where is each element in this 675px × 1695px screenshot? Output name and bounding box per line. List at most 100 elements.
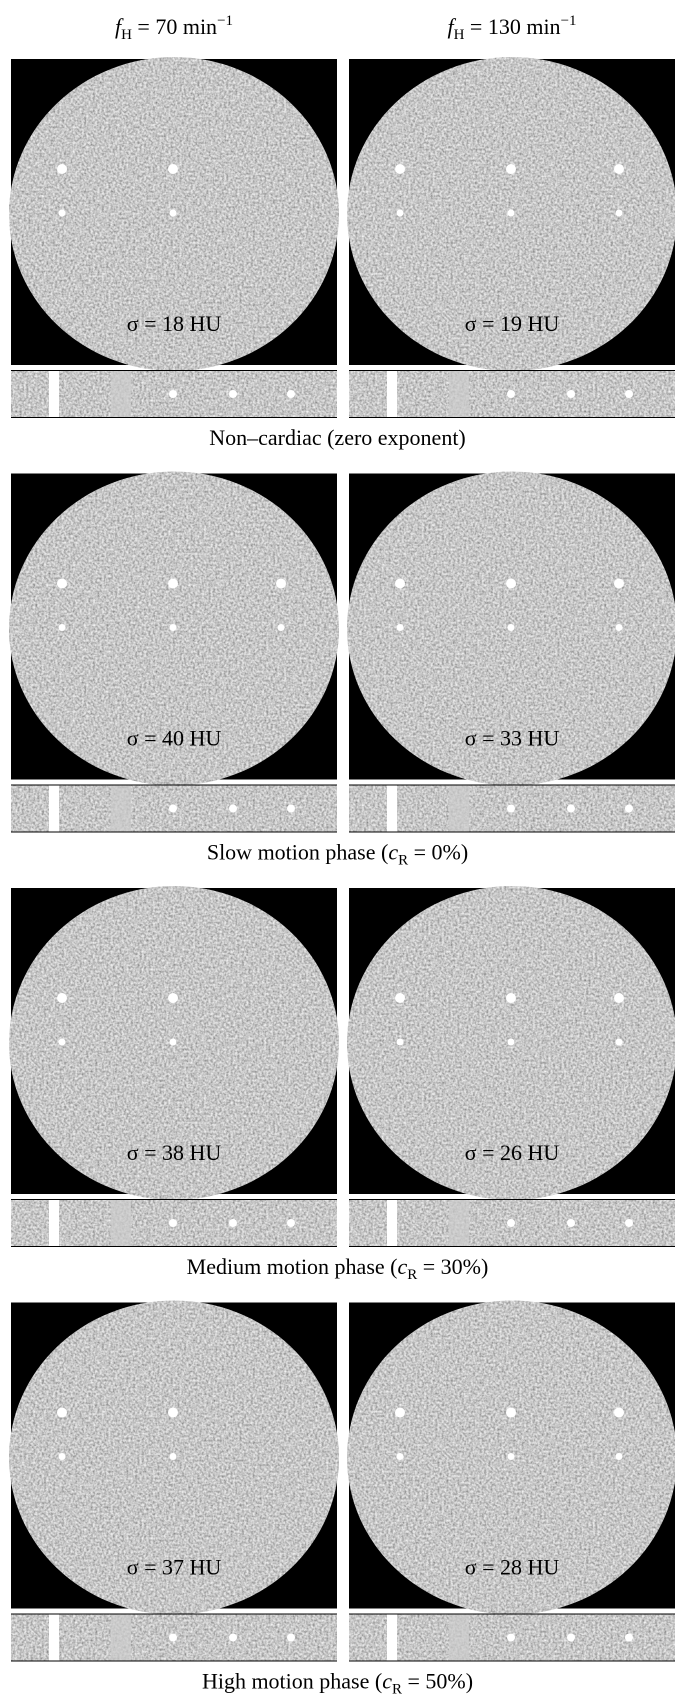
caption-sub: R <box>398 853 408 869</box>
caption-lead: Slow motion phase ( <box>207 840 389 865</box>
insert-dot <box>616 1453 623 1460</box>
noise-label: σ = 37 HU <box>127 1555 222 1580</box>
insert-dot <box>506 1408 516 1418</box>
header-text: = 70 min <box>132 14 217 39</box>
strip-bar <box>49 1615 59 1661</box>
strip-bar <box>449 1615 469 1661</box>
strip-dot <box>625 1219 633 1227</box>
strip-bar <box>449 1200 469 1246</box>
header-sup: −1 <box>217 13 233 29</box>
caption-var: c <box>382 1669 392 1694</box>
insert-dot <box>170 1039 177 1046</box>
strip-bar <box>49 786 59 832</box>
insert-dot <box>395 1408 405 1418</box>
strip-dot <box>625 805 633 813</box>
row-caption: Non–cardiac (zero exponent) <box>209 425 466 450</box>
insert-dot <box>168 579 178 589</box>
insert-dot <box>276 579 286 589</box>
insert-dot <box>506 164 516 174</box>
strip-bar <box>387 786 397 832</box>
ct-panel: σ = 18 HU <box>9 57 339 418</box>
strip-dot <box>169 1634 177 1642</box>
insert-dot <box>57 1408 67 1418</box>
header-sub: H <box>121 27 132 43</box>
ct-panel: σ = 37 HU <box>9 1301 339 1662</box>
insert-dot <box>508 1453 515 1460</box>
strip-dot <box>507 390 515 398</box>
strip-dot <box>507 1219 515 1227</box>
caption-tail: = 30%) <box>417 1254 488 1279</box>
insert-dot <box>397 1453 404 1460</box>
insert-dot <box>59 1039 66 1046</box>
header-sup: −1 <box>561 13 577 29</box>
strip-bar <box>111 1200 131 1246</box>
strip-dot <box>287 1219 295 1227</box>
ct-panel: σ = 26 HU <box>347 886 675 1247</box>
strip-bar <box>449 786 469 832</box>
ct-panel: σ = 40 HU <box>9 472 339 833</box>
column-header: fH = 130 min−1 <box>447 13 576 43</box>
noise-label: σ = 26 HU <box>465 1140 560 1165</box>
noise-label: σ = 28 HU <box>465 1555 560 1580</box>
insert-dot <box>614 1408 624 1418</box>
noise-label: σ = 19 HU <box>465 311 560 336</box>
strip-dot <box>287 1634 295 1642</box>
insert-dot <box>616 1039 623 1046</box>
strip-dot <box>625 390 633 398</box>
strip-dot <box>229 1219 237 1227</box>
noise-label: σ = 18 HU <box>127 311 222 336</box>
insert-dot <box>397 624 404 631</box>
insert-dot <box>57 993 67 1003</box>
strip-dot <box>625 1634 633 1642</box>
caption-lead: High motion phase ( <box>202 1669 382 1694</box>
caption-tail: = 0%) <box>408 840 468 865</box>
noise-label: σ = 40 HU <box>127 726 222 751</box>
insert-dot <box>395 164 405 174</box>
insert-dot <box>278 624 285 631</box>
insert-dot <box>397 1039 404 1046</box>
strip-dot <box>287 805 295 813</box>
strip-dot <box>567 390 575 398</box>
caption-var: c <box>388 840 398 865</box>
caption-sub: R <box>407 1267 417 1283</box>
insert-dot <box>59 1453 66 1460</box>
strip-dot <box>169 390 177 398</box>
insert-dot <box>616 210 623 217</box>
caption-var: c <box>397 1254 407 1279</box>
insert-dot <box>59 210 66 217</box>
strip-dot <box>567 805 575 813</box>
insert-dot <box>168 993 178 1003</box>
column-header: fH = 70 min−1 <box>115 13 233 43</box>
strip-dot <box>287 390 295 398</box>
strip-dot <box>507 805 515 813</box>
strip-bar <box>387 371 397 417</box>
strip-bar <box>387 1615 397 1661</box>
row-caption: High motion phase (cR = 50%) <box>202 1669 473 1695</box>
caption-sub: R <box>392 1682 402 1695</box>
insert-dot <box>395 579 405 589</box>
strip-bar <box>111 1615 131 1661</box>
strip-bar <box>111 786 131 832</box>
insert-dot <box>614 164 624 174</box>
header-sub: H <box>454 27 465 43</box>
insert-dot <box>57 164 67 174</box>
insert-dot <box>508 1039 515 1046</box>
row-caption: Medium motion phase (cR = 30%) <box>187 1254 489 1283</box>
insert-dot <box>170 624 177 631</box>
insert-dot <box>508 210 515 217</box>
insert-dot <box>616 624 623 631</box>
insert-dot <box>508 624 515 631</box>
ct-panel: σ = 38 HU <box>9 886 339 1247</box>
noise-label: σ = 38 HU <box>127 1140 222 1165</box>
strip-dot <box>229 1634 237 1642</box>
insert-dot <box>506 579 516 589</box>
insert-dot <box>168 164 178 174</box>
insert-dot <box>395 993 405 1003</box>
strip-dot <box>169 1219 177 1227</box>
insert-dot <box>59 624 66 631</box>
insert-dot <box>168 1408 178 1418</box>
noise-label: σ = 33 HU <box>465 726 560 751</box>
insert-dot <box>170 1453 177 1460</box>
insert-dot <box>614 993 624 1003</box>
strip-bar <box>111 371 131 417</box>
